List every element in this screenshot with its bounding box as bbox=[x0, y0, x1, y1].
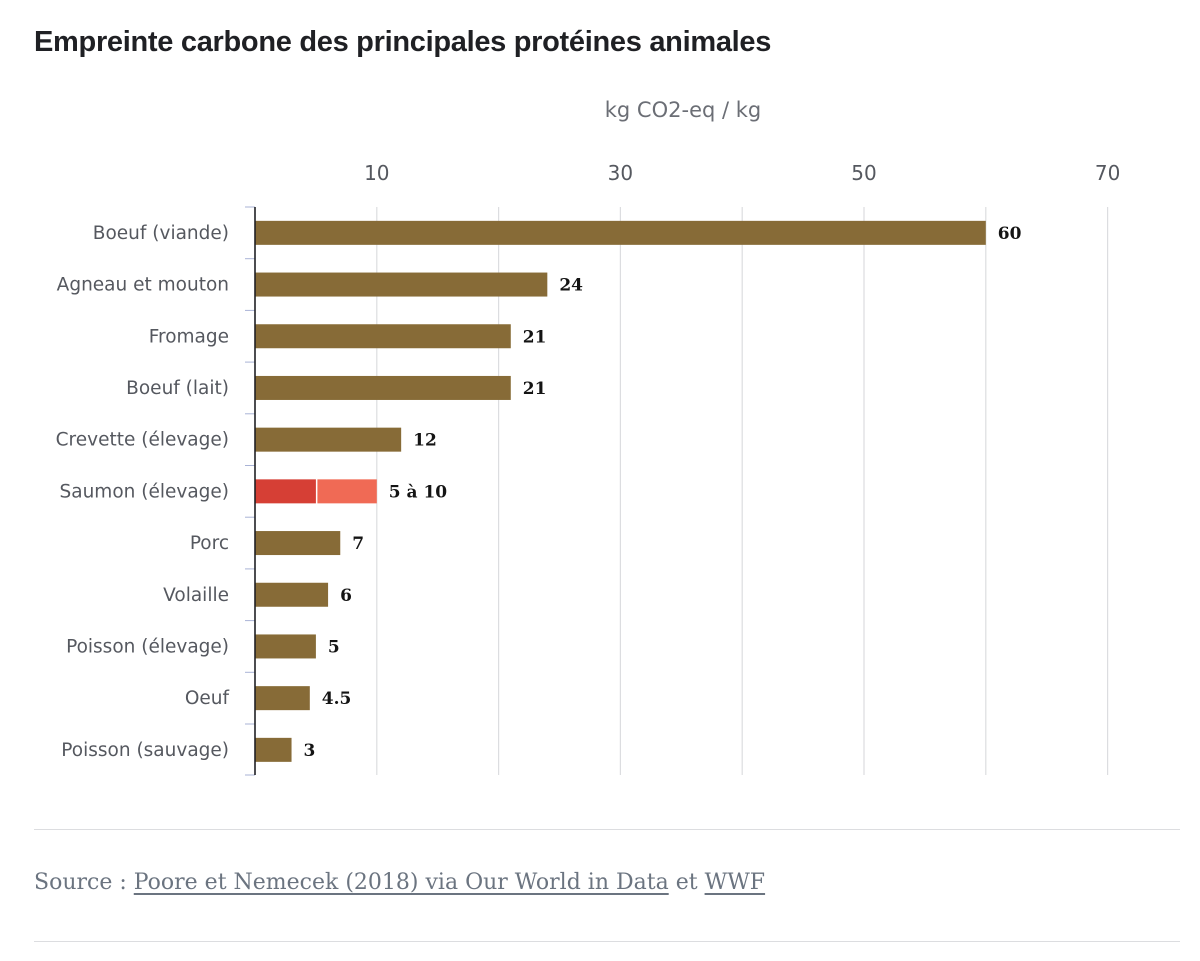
x-axis-label: kg CO2-eq / kg bbox=[605, 98, 761, 122]
value-label: 60 bbox=[998, 224, 1022, 244]
category-label: Poisson (élevage) bbox=[66, 636, 229, 657]
category-label: Fromage bbox=[149, 326, 229, 347]
category-label: Saumon (élevage) bbox=[60, 481, 230, 502]
value-label: 3 bbox=[304, 741, 316, 761]
bar bbox=[255, 272, 548, 297]
value-label: 6 bbox=[340, 586, 352, 606]
x-tick-label-10: 10 bbox=[364, 161, 389, 185]
x-tick-label-30: 30 bbox=[608, 161, 633, 185]
x-tick-label-50: 50 bbox=[851, 161, 876, 185]
bar-range-low bbox=[255, 479, 316, 504]
source-middle: et bbox=[675, 870, 698, 895]
bar bbox=[255, 427, 402, 452]
source-link-wwf[interactable]: WWF bbox=[704, 870, 766, 895]
bar bbox=[255, 531, 341, 556]
value-label: 7 bbox=[352, 534, 364, 554]
divider-top bbox=[34, 829, 1180, 830]
value-label: 21 bbox=[523, 379, 547, 399]
category-label: Agneau et mouton bbox=[57, 275, 229, 296]
value-label: 5 bbox=[328, 637, 340, 657]
bar-range-high bbox=[317, 479, 377, 504]
value-label: 24 bbox=[559, 276, 583, 296]
value-label: 5 à 10 bbox=[389, 482, 448, 502]
category-label: Crevette (élevage) bbox=[56, 430, 229, 451]
bar bbox=[255, 375, 511, 400]
category-label: Oeuf bbox=[185, 688, 230, 709]
category-label: Volaille bbox=[163, 585, 229, 606]
divider-bottom bbox=[34, 941, 1180, 942]
source-link-owid[interactable]: Poore et Nemecek (2018) via Our World in… bbox=[133, 870, 669, 895]
value-label: 12 bbox=[413, 431, 437, 451]
source-prefix: Source : bbox=[34, 870, 127, 895]
bar bbox=[255, 686, 310, 711]
category-label: Porc bbox=[190, 533, 229, 554]
chart-title: Empreinte carbone des principales protéi… bbox=[34, 26, 772, 58]
bar bbox=[255, 634, 316, 659]
value-label: 4.5 bbox=[322, 689, 352, 709]
category-label: Poisson (sauvage) bbox=[61, 740, 229, 761]
x-tick-label-70: 70 bbox=[1095, 161, 1120, 185]
bar-chart: kg CO2-eq / kg 10 30 50 70 Boeuf (viande) 60 Ag… bbox=[56, 98, 1120, 776]
bar bbox=[255, 582, 329, 607]
bar bbox=[255, 220, 986, 245]
category-label: Boeuf (viande) bbox=[93, 223, 229, 244]
bar bbox=[255, 324, 511, 349]
value-label: 21 bbox=[523, 327, 547, 347]
category-label: Boeuf (lait) bbox=[126, 378, 229, 399]
source-line: Source : Poore et Nemecek (2018) via Our… bbox=[34, 870, 765, 895]
bar bbox=[255, 737, 292, 762]
